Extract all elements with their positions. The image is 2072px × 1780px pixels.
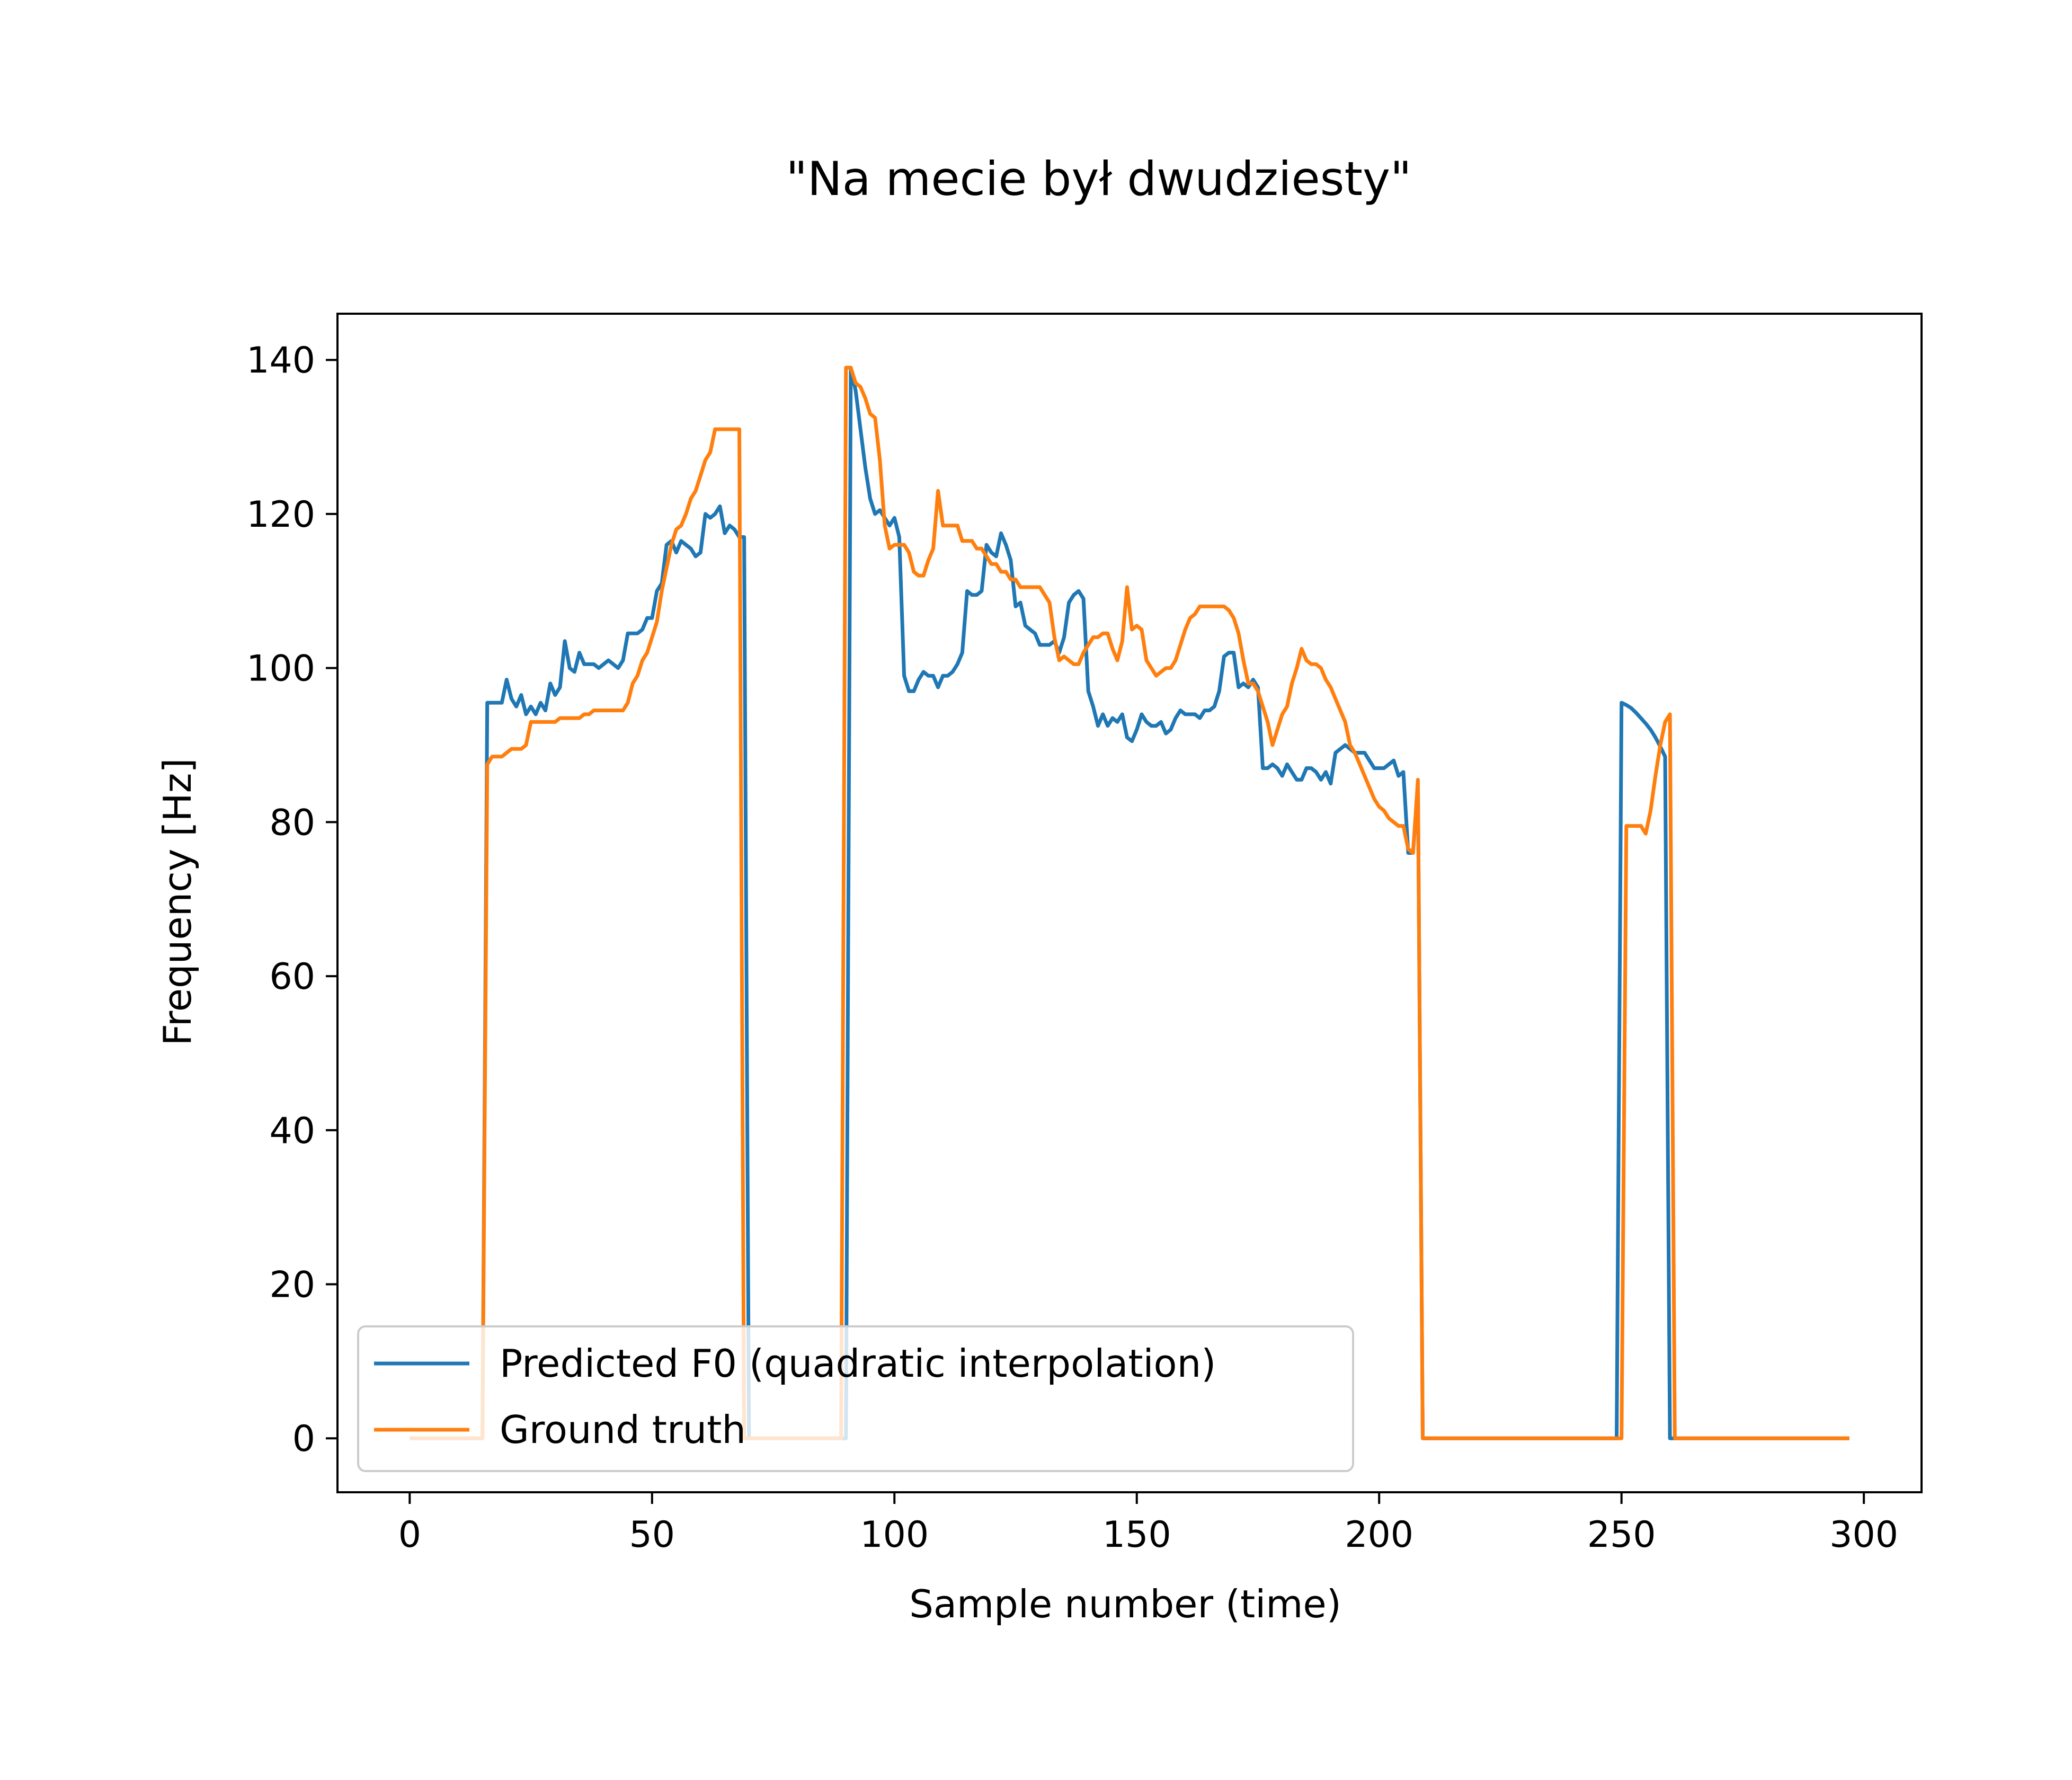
y-axis-label: Frequency [Hz] xyxy=(155,758,200,1046)
legend-label-predicted: Predicted F0 (quadratic interpolation) xyxy=(500,1341,1216,1386)
legend: Predicted F0 (quadratic interpolation) G… xyxy=(357,1325,1354,1472)
x-tick-label: 250 xyxy=(1587,1514,1656,1556)
y-tick-label: 60 xyxy=(269,956,315,998)
y-tick-label: 0 xyxy=(292,1418,315,1460)
x-axis-label: Sample number (time) xyxy=(909,1582,1341,1626)
y-tick-label: 140 xyxy=(246,340,315,382)
x-tick-label: 300 xyxy=(1829,1514,1898,1556)
y-tick-label: 40 xyxy=(269,1110,315,1152)
series-line-ground-truth xyxy=(410,366,1849,1440)
series-line-predicted xyxy=(410,366,1849,1440)
y-tick-label: 100 xyxy=(246,648,315,690)
series-group xyxy=(410,366,1849,1440)
x-tick-label: 50 xyxy=(629,1514,675,1556)
y-ticks: 0 20 40 60 80 100 120 140 xyxy=(246,340,337,1460)
x-ticks: 0 50 100 150 200 250 300 xyxy=(398,1492,1898,1556)
x-tick-label: 0 xyxy=(398,1514,421,1556)
x-tick-label: 100 xyxy=(860,1514,929,1556)
y-tick-label: 80 xyxy=(269,802,315,844)
chart-title: "Na mecie był dwudziesty" xyxy=(786,152,1411,206)
legend-box xyxy=(357,1325,1354,1472)
y-tick-label: 20 xyxy=(269,1264,315,1306)
x-tick-label: 150 xyxy=(1102,1514,1171,1556)
legend-label-ground-truth: Ground truth xyxy=(500,1407,746,1452)
x-tick-label: 200 xyxy=(1345,1514,1413,1556)
plot-frame xyxy=(336,313,1923,1493)
y-tick-label: 120 xyxy=(246,494,315,536)
